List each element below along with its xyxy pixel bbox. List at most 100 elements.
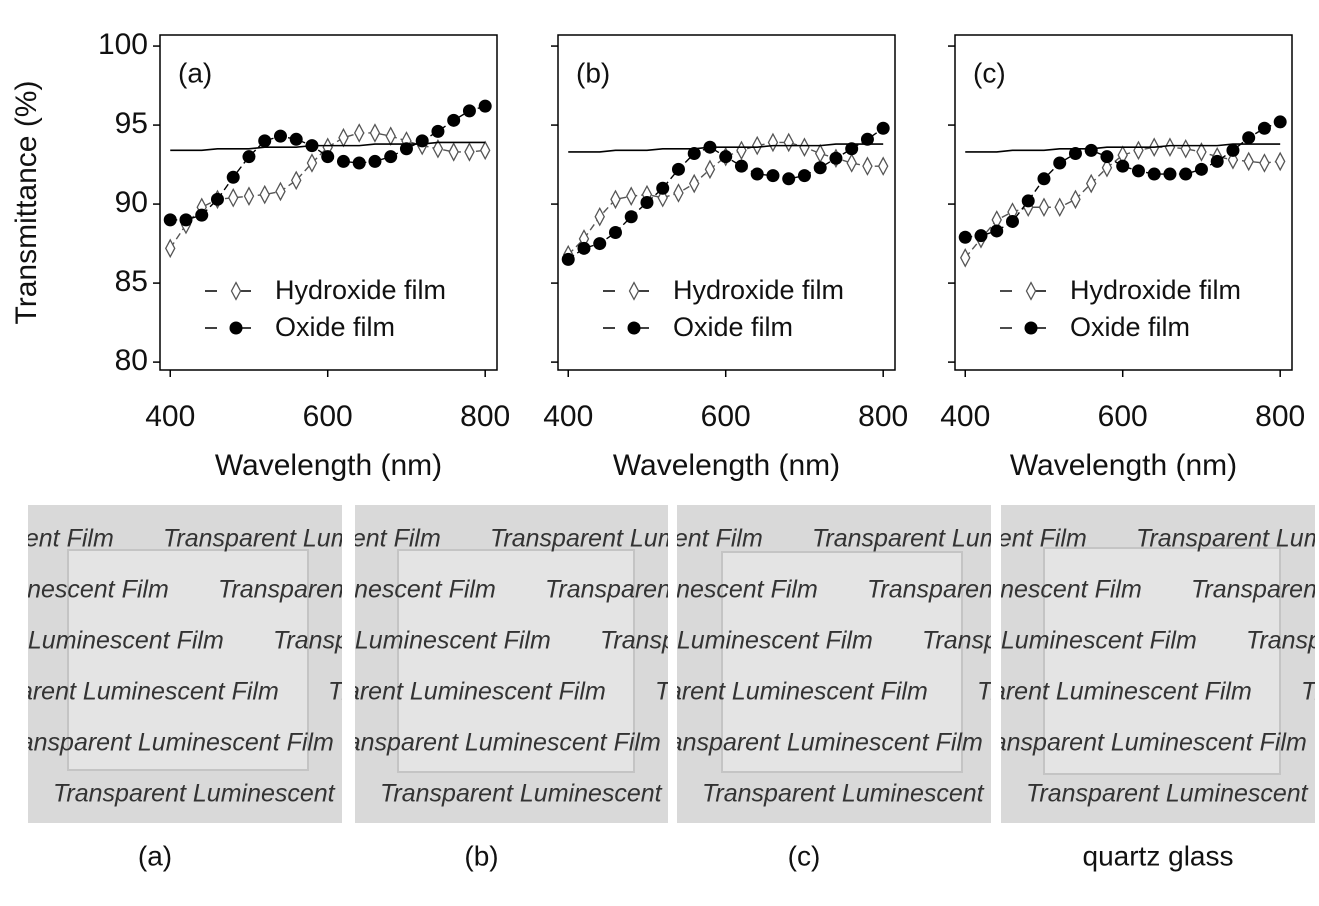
data-point	[1147, 167, 1161, 181]
data-point	[594, 206, 605, 227]
data-point	[860, 132, 874, 146]
panel-label: (a)	[178, 57, 212, 88]
data-point	[432, 138, 444, 159]
data-point	[258, 134, 272, 148]
data-point	[1053, 156, 1067, 170]
photo-text: Transparent Luminescent Film	[0, 729, 334, 757]
data-point	[1257, 121, 1271, 135]
data-point	[1084, 143, 1098, 157]
data-point	[352, 156, 366, 170]
legend-marker	[627, 321, 641, 335]
photo-text: Transparent Luminescent Film	[655, 678, 991, 706]
data-point	[447, 113, 461, 127]
photo-text: Transparent Luminescent Film	[105, 525, 441, 553]
data-point	[1196, 142, 1207, 162]
data-point	[1163, 167, 1177, 181]
data-point	[846, 153, 857, 173]
data-point	[577, 241, 591, 255]
data-point	[610, 189, 621, 210]
data-point	[1226, 143, 1240, 157]
data-point	[242, 150, 256, 164]
film	[67, 549, 309, 771]
data-point	[1179, 167, 1193, 181]
data-point	[687, 147, 701, 161]
data-point	[797, 169, 811, 183]
photo-text: Transparent Luminescent Film	[1246, 627, 1319, 655]
data-point	[1021, 194, 1035, 208]
photo-text: Transparent Luminescent Film	[867, 576, 1203, 604]
legend-marker	[628, 281, 640, 301]
legend-label: Oxide film	[673, 312, 793, 342]
panel-label: (b)	[576, 57, 610, 88]
photo-text: Transparent Luminescent Film	[977, 678, 1313, 706]
data-point	[415, 134, 429, 148]
data-point	[1259, 153, 1270, 173]
data-point	[1131, 164, 1145, 178]
x-tick-label: 600	[303, 400, 353, 433]
series-line	[965, 121, 1281, 238]
legend-marker	[230, 281, 242, 301]
data-point	[656, 181, 670, 195]
photo-text: Transparent Luminescent Film	[270, 678, 606, 706]
film	[397, 549, 635, 773]
data-point	[1133, 140, 1144, 161]
data-point	[431, 124, 445, 138]
data-point	[750, 167, 764, 181]
plot-frame	[557, 34, 896, 371]
data-point	[384, 150, 398, 164]
plot-frame	[954, 34, 1293, 371]
x-tick-label: 600	[701, 400, 751, 433]
photo-text: Transparent Luminescent Film	[273, 627, 609, 655]
data-point	[1100, 150, 1114, 164]
x-tick-label: 600	[1098, 400, 1148, 433]
photo-text: Transparent Luminescent Film	[1136, 525, 1319, 553]
x-tick-label: 800	[460, 400, 510, 433]
photo-text: Transparent Luminescent Film	[806, 576, 1142, 604]
data-point	[1037, 172, 1051, 186]
data-point	[1164, 137, 1176, 157]
data-point	[1274, 151, 1286, 172]
data-point	[719, 150, 733, 164]
data-point	[227, 187, 239, 208]
y-tick-label: 80	[115, 344, 148, 377]
photo: Transparent Luminescent FilmTransparent …	[0, 505, 609, 823]
data-point	[671, 162, 685, 176]
photo-text: Transparent Luminescent Film	[163, 525, 499, 553]
legend-label: Hydroxide film	[1070, 275, 1241, 305]
photo-text: Transparent Luminescent Film	[160, 576, 496, 604]
x-tick-label: 800	[1255, 400, 1305, 433]
y-axis-label: Transmittance (%)	[10, 81, 43, 325]
panel-label: (c)	[973, 57, 1006, 88]
x-tick-label: 800	[858, 400, 908, 433]
data-point	[1273, 115, 1287, 129]
data-point	[1194, 162, 1208, 176]
data-point	[829, 151, 843, 165]
data-point	[1243, 151, 1254, 172]
data-point	[1070, 189, 1081, 210]
data-point	[385, 126, 396, 146]
photo-caption: (c)	[788, 840, 821, 871]
data-point	[593, 237, 607, 251]
photo-caption: (b)	[464, 840, 498, 871]
film	[721, 551, 963, 773]
data-point	[974, 229, 988, 243]
data-point	[783, 132, 794, 153]
data-point	[306, 153, 318, 173]
data-point	[399, 142, 413, 156]
data-point	[766, 169, 780, 183]
data-point	[369, 123, 381, 143]
y-tick-label: 90	[115, 186, 148, 219]
data-point	[767, 132, 779, 153]
legend-marker	[229, 321, 243, 335]
photo-text: Transparent Luminescent Film	[215, 627, 551, 655]
data-point	[368, 154, 382, 168]
series-line	[567, 141, 884, 256]
photo-text: Transparent Luminescent Film	[702, 780, 1038, 808]
data-point	[462, 104, 476, 118]
legend-marker	[1025, 281, 1037, 301]
y-tick-label: 85	[115, 265, 148, 298]
photo-text: Transparent Luminescent Film	[537, 627, 873, 655]
data-point	[688, 173, 700, 194]
photo-text: Transparent Luminescent Film	[53, 780, 389, 808]
